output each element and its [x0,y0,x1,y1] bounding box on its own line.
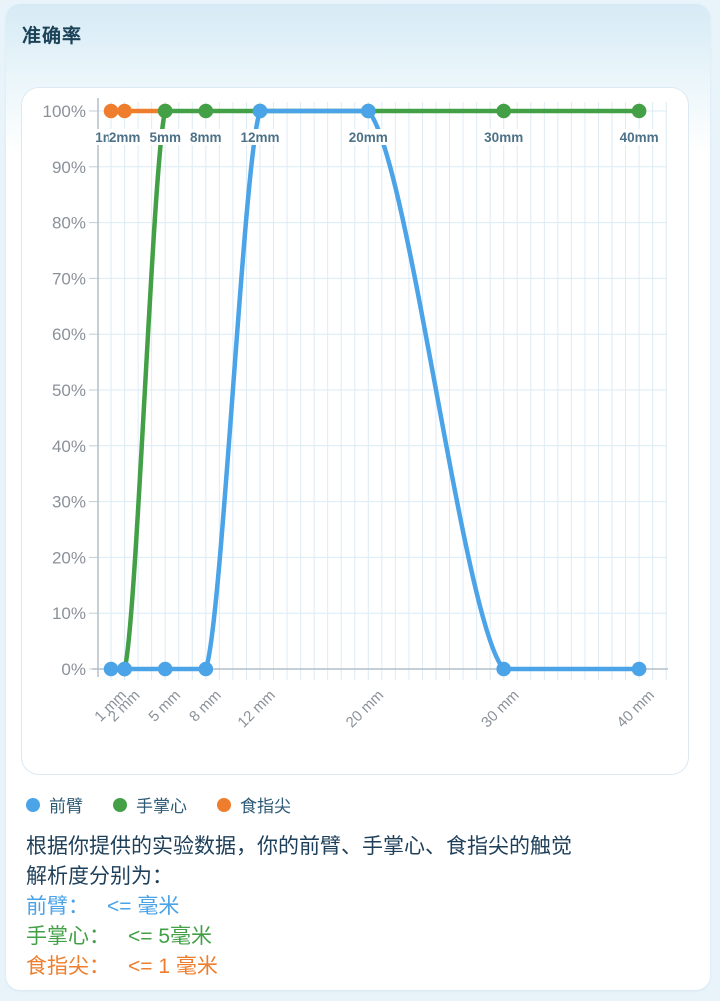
point-label-bg [483,129,524,145]
x-axis-label: 12 mm [234,687,278,731]
y-axis-label: 80% [52,214,86,233]
y-axis-label: 60% [52,325,86,344]
data-point-forearm[interactable] [157,661,173,677]
legend-item-palm[interactable]: 手掌心 [113,792,187,817]
y-axis-label: 30% [52,493,86,512]
result-value: <= 5毫米 [128,925,213,948]
chart-legend: 前臂 手掌心 食指尖 [26,792,291,817]
legend-item-forearm[interactable]: 前臂 [26,792,83,817]
point-label: 20mm [349,130,388,145]
result-value: <= 1 毫米 [128,955,218,978]
page-title: 准确率 [22,26,83,47]
x-axis-label: 40 mm [613,687,657,731]
legend-dot-fingertip-icon [217,797,231,812]
data-point-palm[interactable] [631,103,647,119]
legend-label: 前臂 [49,797,83,816]
point-label: 40mm [620,130,659,145]
legend-label: 食指尖 [240,797,291,816]
x-axis-label: 20 mm [343,687,387,731]
result-label: 前臂： [26,895,89,918]
y-axis-label: 0% [61,660,86,679]
legend-label: 手掌心 [136,797,187,816]
legend-dot-forearm-icon [26,797,40,812]
data-point-palm[interactable] [496,103,512,119]
point-label-bg [619,129,660,145]
point-label: 30mm [484,130,523,145]
point-label-bg [189,129,222,145]
data-point-fingertip[interactable] [117,103,132,119]
x-axis-label: 5 mm [145,687,184,726]
y-axis-label: 90% [52,158,86,177]
result-row-forearm: 前臂： <= 毫米 [26,892,696,922]
data-point-forearm[interactable] [361,103,376,119]
result-row-fingertip: 食指尖： <= 1 毫米 [26,952,696,982]
accuracy-line-chart[interactable]: 1mm2mm5mm8mm12mm20mm30mm40mm0%10%20%30%4… [22,88,687,773]
data-point-forearm[interactable] [103,661,119,677]
legend-dot-palm-icon [113,797,127,812]
result-card: 准确率 1mm2mm5mm8mm12mm20mm30mm40mm0%10%20%… [6,4,710,990]
y-axis-label: 100% [43,102,86,121]
result-label: 食指尖： [26,955,110,978]
analysis-text-block: 根据你提供的实验数据，你的前臂、手掌心、食指尖的触觉 解析度分别为： 前臂： <=… [26,832,696,982]
point-label-bg [348,129,389,145]
analysis-line-1: 根据你提供的实验数据，你的前臂、手掌心、食指尖的触觉 [26,835,572,858]
data-point-palm[interactable] [198,103,214,119]
point-label: 12mm [240,130,279,145]
y-axis-label: 10% [52,604,86,623]
result-value: <= 毫米 [107,895,180,918]
point-label-bg [108,129,141,145]
point-label-bg [239,129,280,145]
data-point-palm[interactable] [157,103,173,119]
point-label: 8mm [190,130,222,145]
y-axis-label: 40% [52,437,86,456]
result-label: 手掌心： [26,925,110,948]
legend-item-fingertip[interactable]: 食指尖 [217,792,291,817]
data-point-forearm[interactable] [252,103,268,119]
y-axis-label: 20% [52,548,86,567]
analysis-line-2: 解析度分别为： [26,865,173,888]
data-point-forearm[interactable] [631,661,647,677]
chart-container[interactable]: 1mm2mm5mm8mm12mm20mm30mm40mm0%10%20%30%4… [21,87,689,775]
data-point-forearm[interactable] [117,661,132,677]
data-point-fingertip[interactable] [103,103,119,119]
x-axis-label: 8 mm [186,687,225,726]
y-axis-label: 70% [52,269,86,288]
x-axis-label: 30 mm [478,687,522,731]
y-axis-label: 50% [52,381,86,400]
data-point-forearm[interactable] [496,661,512,677]
point-label: 5mm [149,130,181,145]
data-point-forearm[interactable] [198,661,214,677]
point-label-bg [149,129,182,145]
point-label: 2mm [109,130,141,145]
result-row-palm: 手掌心： <= 5毫米 [26,922,696,952]
